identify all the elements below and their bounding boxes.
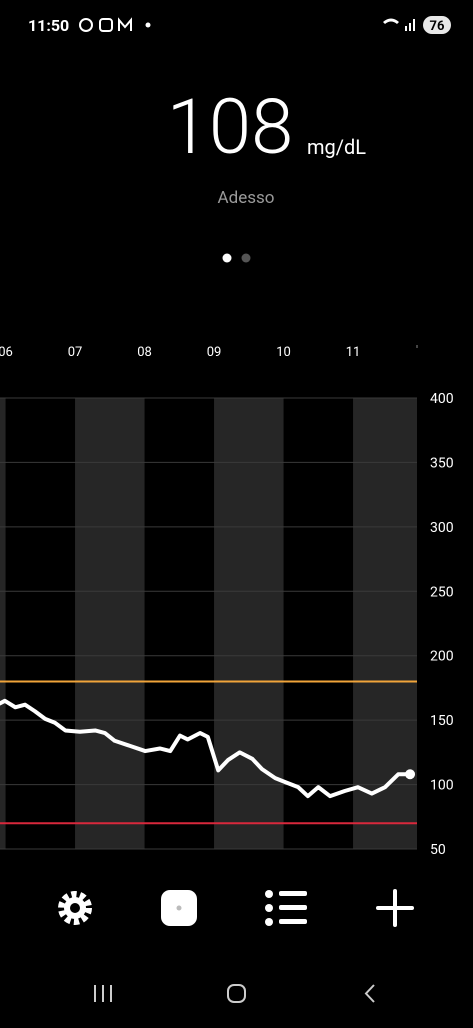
- y-tick-label: 100: [430, 778, 454, 794]
- glucose-line: [0, 698, 413, 799]
- notification-dot: [145, 22, 151, 28]
- x-tick-label: 07: [68, 345, 83, 360]
- signal-icons: [383, 18, 415, 31]
- y-tick-label: 250: [430, 584, 454, 600]
- hour-band: [75, 398, 145, 849]
- x-tick-label: 11: [346, 345, 361, 360]
- page-dot-active[interactable]: [222, 253, 232, 263]
- status-icons: [79, 17, 132, 32]
- system-nav[interactable]: [94, 984, 375, 1003]
- glucose-value: 108: [167, 82, 293, 172]
- x-tick-label: 09: [207, 345, 222, 360]
- x-tick-label: 06: [0, 345, 13, 360]
- page-dot[interactable]: [241, 253, 251, 263]
- battery-pill: [423, 16, 451, 34]
- y-tick-label: 200: [430, 649, 454, 665]
- status-time: 11:50: [28, 16, 69, 35]
- y-tick-label: 150: [430, 713, 454, 729]
- sensor-button[interactable]: [161, 890, 197, 926]
- glucose-chart: 06 07 08 09 10 11 50 100 150 200 250 300 350 400: [0, 345, 454, 858]
- hour-band: [214, 398, 284, 849]
- current-point: [405, 769, 416, 780]
- add-button[interactable]: [376, 889, 414, 927]
- hour-band: [0, 398, 6, 849]
- x-tick-label: 10: [276, 345, 291, 360]
- y-tick-label: 50: [430, 842, 446, 858]
- settings-button[interactable]: [58, 891, 92, 925]
- hour-band: [353, 398, 417, 849]
- log-button[interactable]: [265, 890, 307, 926]
- y-tick-label: 400: [430, 391, 454, 407]
- y-tick-label: 350: [430, 455, 454, 471]
- reading-time-label: Adesso: [218, 188, 275, 208]
- battery-level: 76: [430, 19, 445, 34]
- y-tick-label: 300: [430, 520, 454, 536]
- x-tick-label: 08: [137, 345, 152, 360]
- glucose-unit: mg/dL: [307, 135, 366, 159]
